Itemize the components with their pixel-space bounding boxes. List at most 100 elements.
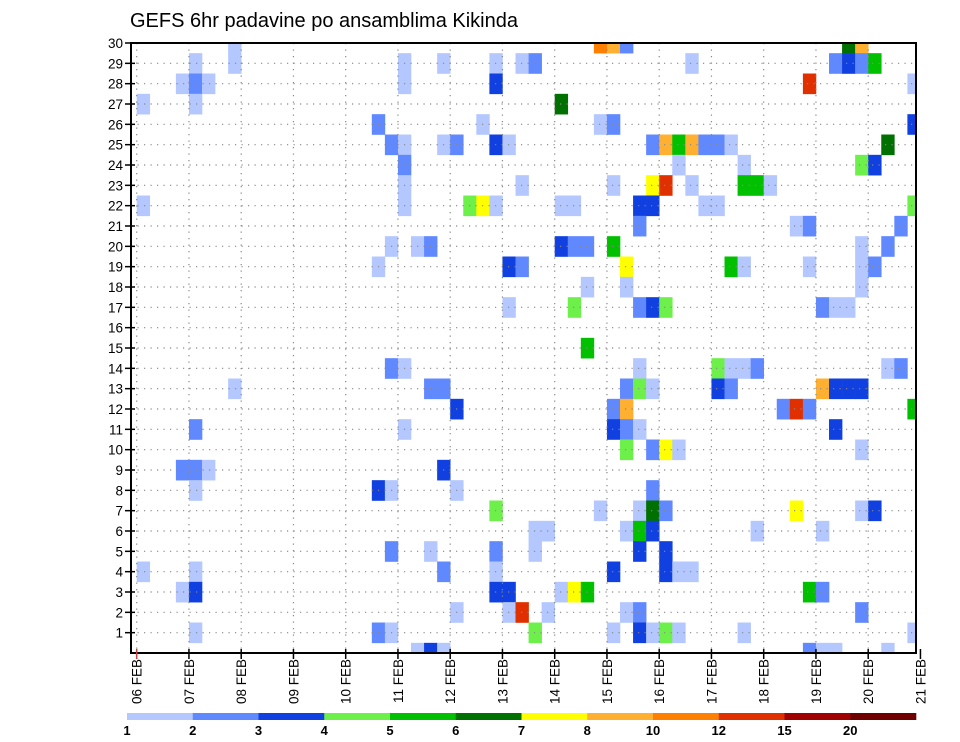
heatmap-cell <box>633 500 647 522</box>
heatmap-cell <box>646 622 660 644</box>
heatmap-cell <box>868 500 882 522</box>
heatmap-cell <box>711 195 725 217</box>
heatmap-cell <box>672 134 686 156</box>
heatmap-cell <box>685 134 699 156</box>
heatmap-cell <box>711 358 725 379</box>
heatmap-cell <box>894 215 908 237</box>
x-tick-label: 13 FEB <box>495 659 510 704</box>
heatmap-cell <box>188 622 203 644</box>
y-tick-label: 9 <box>115 463 123 478</box>
heatmap-cell <box>567 195 582 217</box>
heatmap-cell <box>802 73 817 95</box>
y-tick-label: 27 <box>108 97 123 112</box>
heatmap-cell <box>737 175 751 196</box>
heatmap-cell <box>659 439 673 461</box>
heatmap-cell <box>815 642 830 653</box>
heatmap-cell <box>620 43 634 54</box>
heatmap-cell <box>659 500 673 522</box>
y-tick-label: 19 <box>108 260 123 275</box>
y-tick-label: 10 <box>108 443 123 458</box>
heatmap-cell <box>646 439 660 461</box>
colorbar-label: 7 <box>518 723 525 738</box>
x-tick-label: 18 FEB <box>757 659 772 704</box>
heatmap-cell <box>188 73 203 95</box>
y-tick-label: 11 <box>109 422 123 437</box>
heatmap-cell <box>829 297 843 318</box>
heatmap-cell <box>228 378 242 400</box>
heatmap-cell <box>829 53 843 74</box>
heatmap-cell <box>188 419 203 440</box>
heatmap-cell <box>620 520 634 542</box>
heatmap-cell <box>815 378 830 400</box>
heatmap-cell <box>750 175 764 196</box>
heatmap-cell <box>907 73 916 95</box>
y-tick-label: 21 <box>108 219 123 234</box>
x-tick-label: 10 FEB <box>339 659 354 704</box>
heatmap-cell <box>659 297 673 318</box>
heatmap-cell <box>855 236 869 257</box>
heatmap-cell <box>188 459 203 481</box>
heatmap-cell <box>842 53 856 74</box>
y-tick-label: 1 <box>115 626 123 641</box>
y-tick-label: 12 <box>108 402 123 417</box>
heatmap-cell <box>815 297 830 318</box>
heatmap-cell <box>842 297 856 318</box>
colorbar-legend: 1 2 3 4 5 6 7 8 10 12 15 20 <box>123 713 917 738</box>
heatmap-cell <box>855 378 869 400</box>
colorbar-label: 15 <box>777 723 791 738</box>
heatmap-cell <box>881 642 895 653</box>
heatmap-cell <box>776 398 791 420</box>
heatmap-cell <box>424 642 438 653</box>
heatmap-cell <box>789 398 804 420</box>
y-tick-label: 23 <box>108 178 123 193</box>
heatmap-cell <box>580 276 595 298</box>
heatmap-cell <box>633 602 647 623</box>
heatmap-cell <box>633 297 647 318</box>
heatmap-cell <box>580 337 595 359</box>
heatmap-cell <box>737 622 751 644</box>
heatmap-cell <box>411 642 425 653</box>
heatmap-cell <box>672 622 686 644</box>
x-tick-label: 08 FEB <box>234 659 249 704</box>
colorbar-segment <box>784 713 851 720</box>
heatmap-cell <box>606 561 621 583</box>
y-tick-label: 14 <box>108 361 124 376</box>
x-tick-label: 12 FEB <box>443 659 458 704</box>
colorbar-segment <box>718 713 785 720</box>
heatmap-cell <box>855 500 869 522</box>
colorbar-segment <box>521 713 588 720</box>
heatmap-cell <box>633 358 647 379</box>
y-tick-label: 5 <box>115 544 123 559</box>
heatmap-cell <box>188 53 203 74</box>
heatmap-cell <box>842 43 856 54</box>
heatmap-cell <box>855 256 869 278</box>
heatmap-cell <box>672 561 686 583</box>
heatmap-cell <box>593 114 608 135</box>
heatmap-cell <box>724 134 738 156</box>
heatmap-cell <box>646 175 660 196</box>
heatmap-cell <box>855 53 869 74</box>
colorbar-segment <box>192 713 259 720</box>
y-tick-label: 7 <box>115 504 123 519</box>
heatmap-cell <box>175 73 190 95</box>
colorbar-segment <box>653 713 720 720</box>
x-tick-label: 07 FEB <box>182 659 197 704</box>
heatmap-cell <box>685 53 699 74</box>
heatmap-cell <box>606 114 621 135</box>
heatmap-cell <box>868 256 882 278</box>
heatmap-cell <box>136 93 151 115</box>
heatmap-cell <box>136 561 151 583</box>
colorbar-label: 20 <box>843 723 857 738</box>
heatmap-cell <box>685 561 699 583</box>
heatmap-cell <box>724 358 738 379</box>
heatmap-cell <box>855 439 869 461</box>
heatmap-cell <box>620 602 634 623</box>
heatmap-cell <box>541 602 555 623</box>
heatmap-cell <box>907 398 916 420</box>
heatmap-cell <box>789 500 804 522</box>
heatmap-cell <box>881 236 895 257</box>
heatmap-cell <box>188 480 203 501</box>
heatmap-cell <box>633 215 647 237</box>
heatmap-cell <box>437 642 451 653</box>
